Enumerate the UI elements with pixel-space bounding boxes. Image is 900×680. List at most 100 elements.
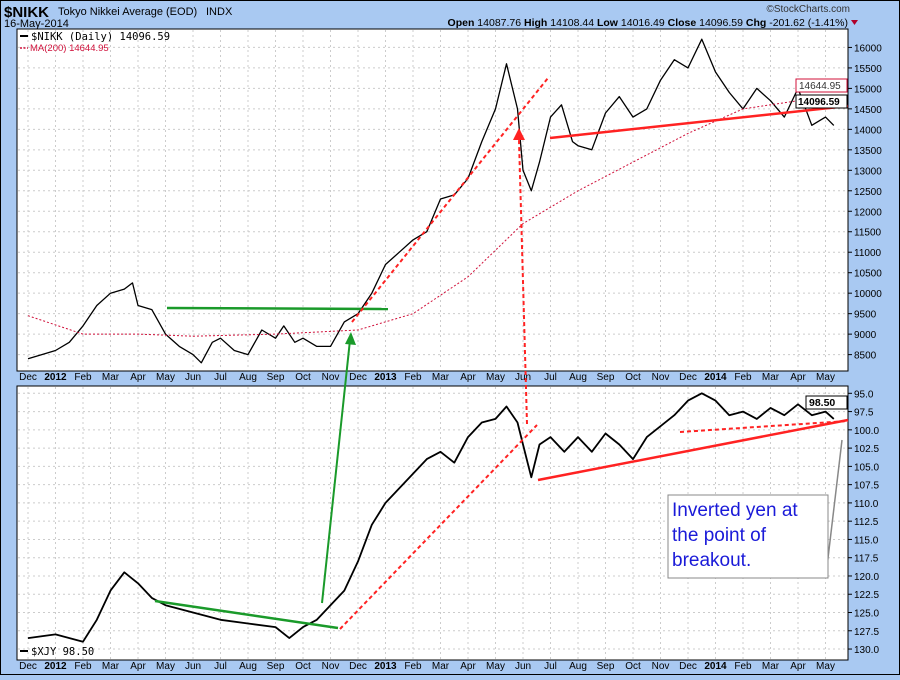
y-tick-label: 130.0 (854, 645, 879, 656)
y-tick-label: 13500 (854, 146, 882, 157)
red-arrowhead-icon (513, 128, 525, 140)
x-tick-label: Dec (19, 661, 37, 672)
x-tick-label: Mar (102, 372, 120, 383)
x-tick-label: Feb (734, 661, 752, 672)
y-tick-label: 14500 (854, 105, 882, 116)
x-tick-label: Nov (322, 372, 340, 383)
ma200-line (27, 100, 834, 337)
y-tick-label: 9500 (854, 310, 877, 321)
y-tick-label: 11500 (854, 228, 882, 239)
x-tick-label: Dec (679, 372, 697, 383)
xjy-price-line (27, 392, 835, 643)
y-tick-label: 10500 (854, 269, 882, 280)
y-tick-label: 110.0 (854, 499, 879, 510)
x-tick-label: Sep (597, 661, 615, 672)
x-tick-label: Jul (544, 661, 557, 672)
legend-ma200: MA(200) 14644.95 (30, 43, 109, 54)
red-link-arrow (518, 139, 528, 425)
ma-value-label: 14644.95 (799, 81, 841, 92)
x-tick-label: Jun (185, 661, 201, 672)
x-tick-label: Sep (267, 661, 285, 672)
x-tick-label: Apr (790, 372, 806, 383)
watermark: ©StockCharts.com (766, 4, 850, 15)
exchange: INDX (206, 6, 233, 18)
green-link-arrow (321, 339, 351, 604)
x-tick-label: Mar (432, 661, 450, 672)
axes: 8500 9000 9500 10000 10500 11000 11500 12000 125… (19, 43, 882, 672)
x-tick-label: Oct (295, 372, 311, 383)
y-tick-label: 125.0 (854, 609, 879, 620)
x-tick-label: Feb (734, 372, 752, 383)
price-panel (16, 28, 849, 372)
nikk-green-resistance-line (166, 306, 389, 311)
symbol-name: Tokyo Nikkei Average (EOD) (58, 6, 197, 18)
x-tick-label: Jul (544, 372, 557, 383)
yen-legend: $XJY 98.50 (20, 646, 94, 658)
xjy-dotted-uptrend-line (339, 424, 538, 630)
x-tick-label: Mar (762, 661, 780, 672)
x-tick-label: May (816, 661, 835, 672)
x-tick-label: Mar (432, 372, 450, 383)
x-tick-label: Feb (74, 661, 92, 672)
down-arrow-icon (851, 20, 858, 25)
x-tick-label: 2012 (44, 661, 67, 672)
x-tick-label: May (486, 372, 505, 383)
x-tick-label: Apr (130, 372, 146, 383)
x-tick-label: Feb (404, 661, 422, 672)
y-tick-label: 100.0 (854, 426, 879, 437)
x-tick-label: Apr (790, 661, 806, 672)
x-tick-label: Nov (652, 372, 670, 383)
x-tick-label: Jun (185, 372, 201, 383)
x-tick-label: Aug (239, 661, 257, 672)
symbol: $NIKK (4, 4, 49, 21)
nikk-price-line (27, 38, 835, 364)
x-tick-label: Oct (625, 372, 641, 383)
y-tick-label: 95.0 (854, 389, 874, 400)
price-legend: $NIKK (Daily) 14096.59 MA(200) 14644.95 (20, 31, 170, 54)
x-tick-label: Mar (762, 372, 780, 383)
x-tick-label: Oct (625, 661, 641, 672)
y-tick-label: 97.5 (854, 408, 874, 419)
x-tick-label: Nov (322, 661, 340, 672)
ma-value-box (795, 78, 848, 93)
x-tick-label: 2013 (374, 372, 397, 383)
y-tick-label: 14000 (854, 125, 882, 136)
trendlines (154, 77, 849, 630)
y-tick-label: 12500 (854, 187, 882, 198)
x-tick-label: 2013 (374, 661, 397, 672)
y-tick-label: 8500 (854, 351, 877, 362)
xjy-value-label: 98.50 (809, 397, 835, 409)
x-tick-label: Apr (460, 661, 476, 672)
x-tick-label: May (816, 372, 835, 383)
x-tick-label: Jul (214, 372, 227, 383)
y-tick-label: 120.0 (854, 572, 879, 583)
x-tick-label: Oct (295, 661, 311, 672)
ohlc-summary: Open 14087.76 High 14108.44 Low 14016.49… (448, 17, 848, 29)
series-lines (27, 38, 835, 643)
y-tick-label: 11000 (854, 248, 882, 259)
nikk-value-label: 14096.59 (798, 97, 840, 108)
x-tick-label: Mar (102, 661, 120, 672)
x-tick-label: Nov (652, 661, 670, 672)
y-tick-label: 117.5 (854, 554, 879, 565)
nikk-dotted-uptrend-line (351, 77, 549, 323)
x-tick-label: Jun (515, 661, 531, 672)
legend-nikk: $NIKK (Daily) 14096.59 (31, 31, 170, 43)
y-tick-label: 107.5 (854, 481, 879, 492)
x-tick-label: Dec (349, 661, 367, 672)
annotation-text: Inverted yen at the point of breakout. (672, 500, 798, 571)
y-tick-label: 102.5 (854, 444, 879, 455)
xjy-support-line (537, 418, 849, 482)
x-tick-label: Sep (267, 372, 285, 383)
x-tick-label: 2012 (44, 372, 67, 383)
callout-pointer (825, 439, 843, 576)
x-tick-label: Aug (239, 372, 257, 383)
legend-xjy: $XJY 98.50 (31, 646, 94, 658)
x-tick-label: 2014 (704, 372, 727, 383)
y-tick-label: 15500 (854, 64, 882, 75)
chart-date: 16-May-2014 (4, 18, 69, 30)
x-tick-label: Jun (515, 372, 531, 383)
xjy-green-downtrend-line (154, 599, 339, 630)
x-tick-label: Jul (214, 661, 227, 672)
